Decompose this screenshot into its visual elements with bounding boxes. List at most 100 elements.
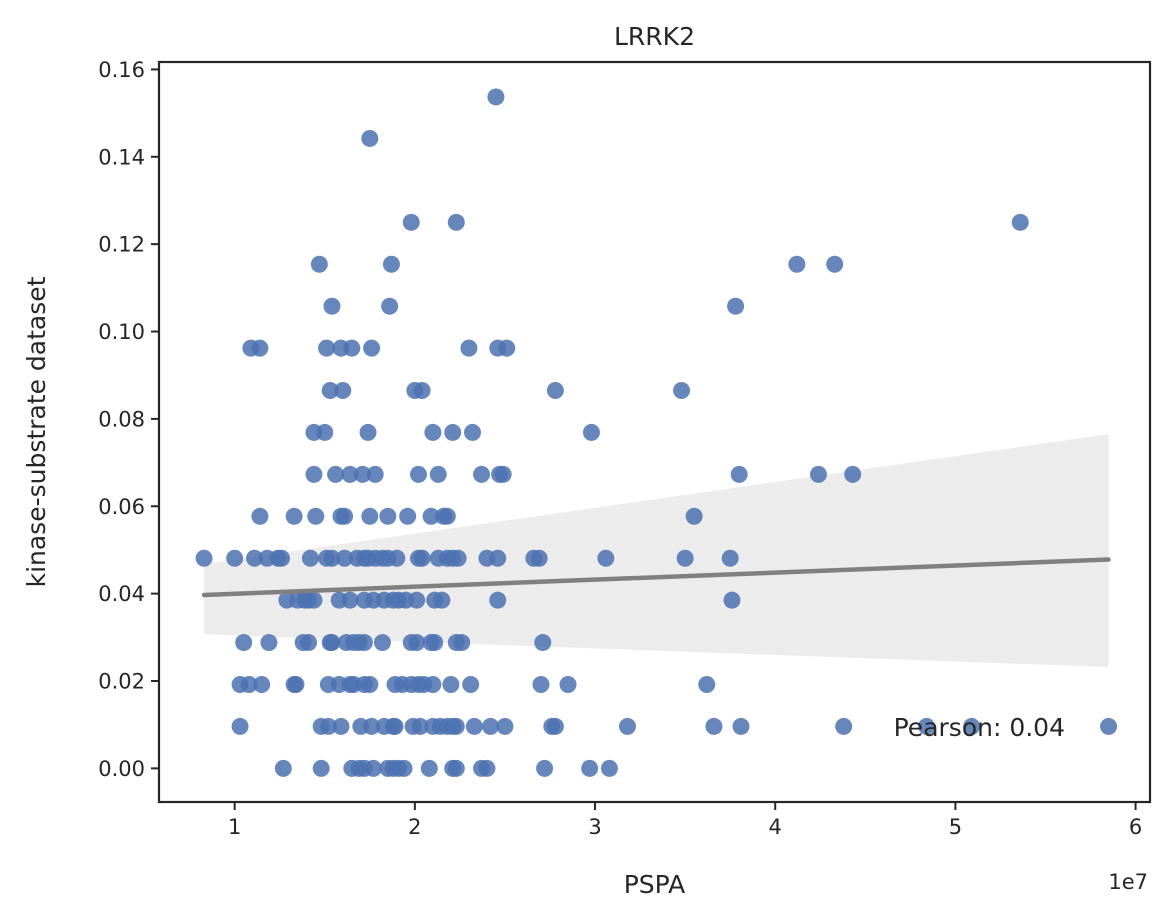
- data-point: [395, 759, 413, 777]
- data-point: [534, 634, 552, 652]
- data-point: [316, 423, 334, 441]
- data-point: [231, 717, 249, 735]
- data-point: [402, 213, 420, 231]
- data-point: [705, 717, 723, 735]
- data-point: [195, 549, 213, 567]
- data-point: [449, 549, 467, 567]
- data-point: [307, 507, 325, 525]
- y-tick-label: 0.08: [98, 407, 145, 431]
- data-point: [305, 465, 323, 483]
- data-point: [462, 675, 480, 693]
- data-point: [460, 339, 478, 357]
- x-tick-label: 2: [408, 815, 421, 839]
- data-point: [388, 549, 406, 567]
- data-point: [809, 465, 827, 483]
- data-point: [411, 717, 429, 735]
- data-point: [366, 465, 384, 483]
- data-point: [676, 549, 694, 567]
- data-point: [363, 339, 381, 357]
- data-point: [494, 465, 512, 483]
- data-point: [327, 465, 345, 483]
- data-point: [732, 717, 750, 735]
- data-point: [963, 717, 981, 735]
- y-tick-label: 0.00: [98, 757, 145, 781]
- data-point: [363, 717, 381, 735]
- data-point: [382, 255, 400, 273]
- data-point: [399, 507, 417, 525]
- data-point: [334, 382, 352, 400]
- data-point: [685, 507, 703, 525]
- regression-line: [201, 557, 1111, 598]
- data-point: [835, 717, 853, 735]
- data-point: [318, 339, 336, 357]
- data-point: [489, 591, 507, 609]
- data-point: [478, 759, 496, 777]
- data-point: [274, 759, 292, 777]
- data-point: [373, 634, 391, 652]
- x-tick-label: 1: [228, 815, 241, 839]
- data-point: [530, 549, 548, 567]
- data-point: [235, 634, 253, 652]
- data-point: [473, 465, 491, 483]
- chart-title: LRRK2: [614, 22, 695, 51]
- data-point: [323, 549, 341, 567]
- pearson-annotation: Pearson: 0.04: [894, 713, 1065, 742]
- confidence-band: [204, 434, 1109, 668]
- data-point: [336, 549, 354, 567]
- data-point: [287, 675, 305, 693]
- data-point: [381, 297, 399, 315]
- data-point: [273, 549, 291, 567]
- data-point: [673, 382, 691, 400]
- data-point: [447, 717, 465, 735]
- data-point: [918, 717, 936, 735]
- data-point: [226, 549, 244, 567]
- data-point: [429, 465, 447, 483]
- data-point: [359, 423, 377, 441]
- data-point: [408, 591, 426, 609]
- data-point: [546, 382, 564, 400]
- y-tick-label: 0.14: [98, 145, 145, 169]
- data-point: [409, 465, 427, 483]
- data-point: [618, 717, 636, 735]
- data-point: [597, 549, 615, 567]
- data-point: [487, 88, 505, 106]
- x-tick-label: 4: [769, 815, 782, 839]
- data-point: [498, 339, 516, 357]
- data-point: [532, 675, 550, 693]
- data-point: [559, 675, 577, 693]
- data-point: [600, 759, 618, 777]
- y-axis-label: kinase-substrate dataset: [22, 276, 51, 587]
- data-point: [1011, 213, 1029, 231]
- data-point: [1100, 717, 1118, 735]
- data-point: [424, 675, 442, 693]
- data-point: [447, 213, 465, 231]
- data-point: [361, 675, 379, 693]
- data-point: [581, 759, 599, 777]
- y-tick-label: 0.10: [98, 320, 145, 344]
- data-point: [245, 549, 263, 567]
- data-point: [240, 675, 258, 693]
- y-tick-label: 0.12: [98, 233, 145, 257]
- data-point: [343, 339, 361, 357]
- data-point: [355, 634, 373, 652]
- y-tick-label: 0.04: [98, 582, 145, 606]
- data-point: [442, 675, 460, 693]
- y-tick-label: 0.16: [98, 58, 145, 82]
- data-point: [536, 759, 554, 777]
- x-axis-label: PSPA: [624, 870, 686, 899]
- data-point: [482, 717, 500, 735]
- data-point: [438, 507, 456, 525]
- x-tick-label: 5: [949, 815, 962, 839]
- data-point: [305, 591, 323, 609]
- data-point: [721, 549, 739, 567]
- data-point: [788, 255, 806, 273]
- data-point: [413, 382, 431, 400]
- data-point: [260, 634, 278, 652]
- data-point: [301, 549, 319, 567]
- data-point: [251, 507, 269, 525]
- data-point: [422, 507, 440, 525]
- data-point: [433, 591, 451, 609]
- data-point: [319, 717, 337, 735]
- data-point: [582, 423, 600, 441]
